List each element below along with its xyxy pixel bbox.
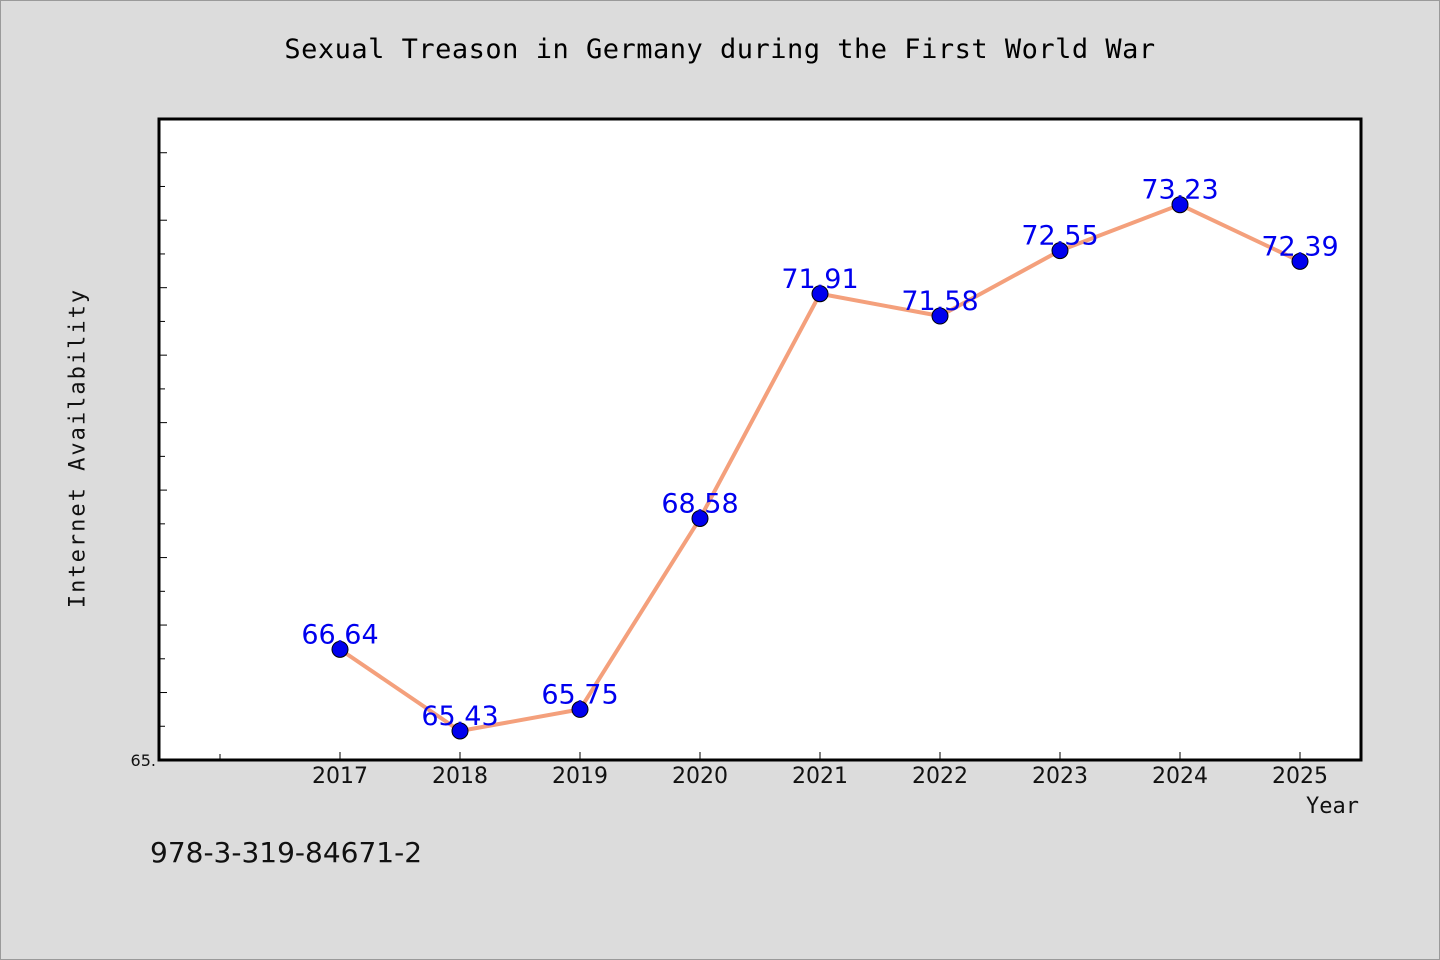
x-tick-label: 2020 (672, 764, 728, 789)
data-label: 71.91 (781, 264, 858, 295)
data-label: 65.43 (421, 701, 498, 732)
y-tick-label: 65. (131, 751, 156, 770)
data-labels: 66.64 65.43 65.75 68.58 71.91 71.58 72.55 73.23… (301, 175, 1338, 732)
x-tick-label: 2017 (312, 764, 368, 789)
x-axis-ticks: 2017 2018 2019 2020 2021 2022 2023 2024 2025 (219, 752, 1328, 789)
x-tick-label: 2019 (552, 764, 608, 789)
data-label: 72.39 (1261, 231, 1338, 262)
data-point (811, 285, 829, 303)
data-point (691, 509, 709, 527)
data-label: 72.55 (1021, 221, 1098, 252)
data-label: 71.58 (901, 286, 978, 317)
data-point (451, 722, 469, 740)
y-axis-ticks: 65. (131, 118, 167, 770)
data-point (1291, 252, 1309, 270)
data-point (931, 307, 949, 325)
x-tick-label: 2023 (1032, 764, 1088, 789)
isbn-note: 978-3-319-84671-2 (150, 836, 423, 869)
x-tick-label: 2025 (1272, 764, 1328, 789)
x-axis-label: Year (1306, 794, 1359, 819)
x-tick-label: 2021 (792, 764, 848, 789)
data-point (571, 700, 589, 718)
data-label: 66.64 (301, 619, 378, 650)
chart-title: Sexual Treason in Germany during the Fir… (284, 34, 1156, 65)
data-label: 73.23 (1141, 175, 1218, 206)
data-point (331, 640, 349, 658)
data-label: 65.75 (541, 679, 618, 710)
data-point (1171, 196, 1189, 214)
data-label: 68.58 (661, 488, 738, 519)
x-tick-label: 2022 (912, 764, 968, 789)
series-markers (331, 196, 1309, 740)
x-tick-label: 2018 (432, 764, 488, 789)
plot-area (157, 117, 1363, 762)
data-point (1051, 242, 1069, 260)
x-tick-label: 2024 (1152, 764, 1208, 789)
